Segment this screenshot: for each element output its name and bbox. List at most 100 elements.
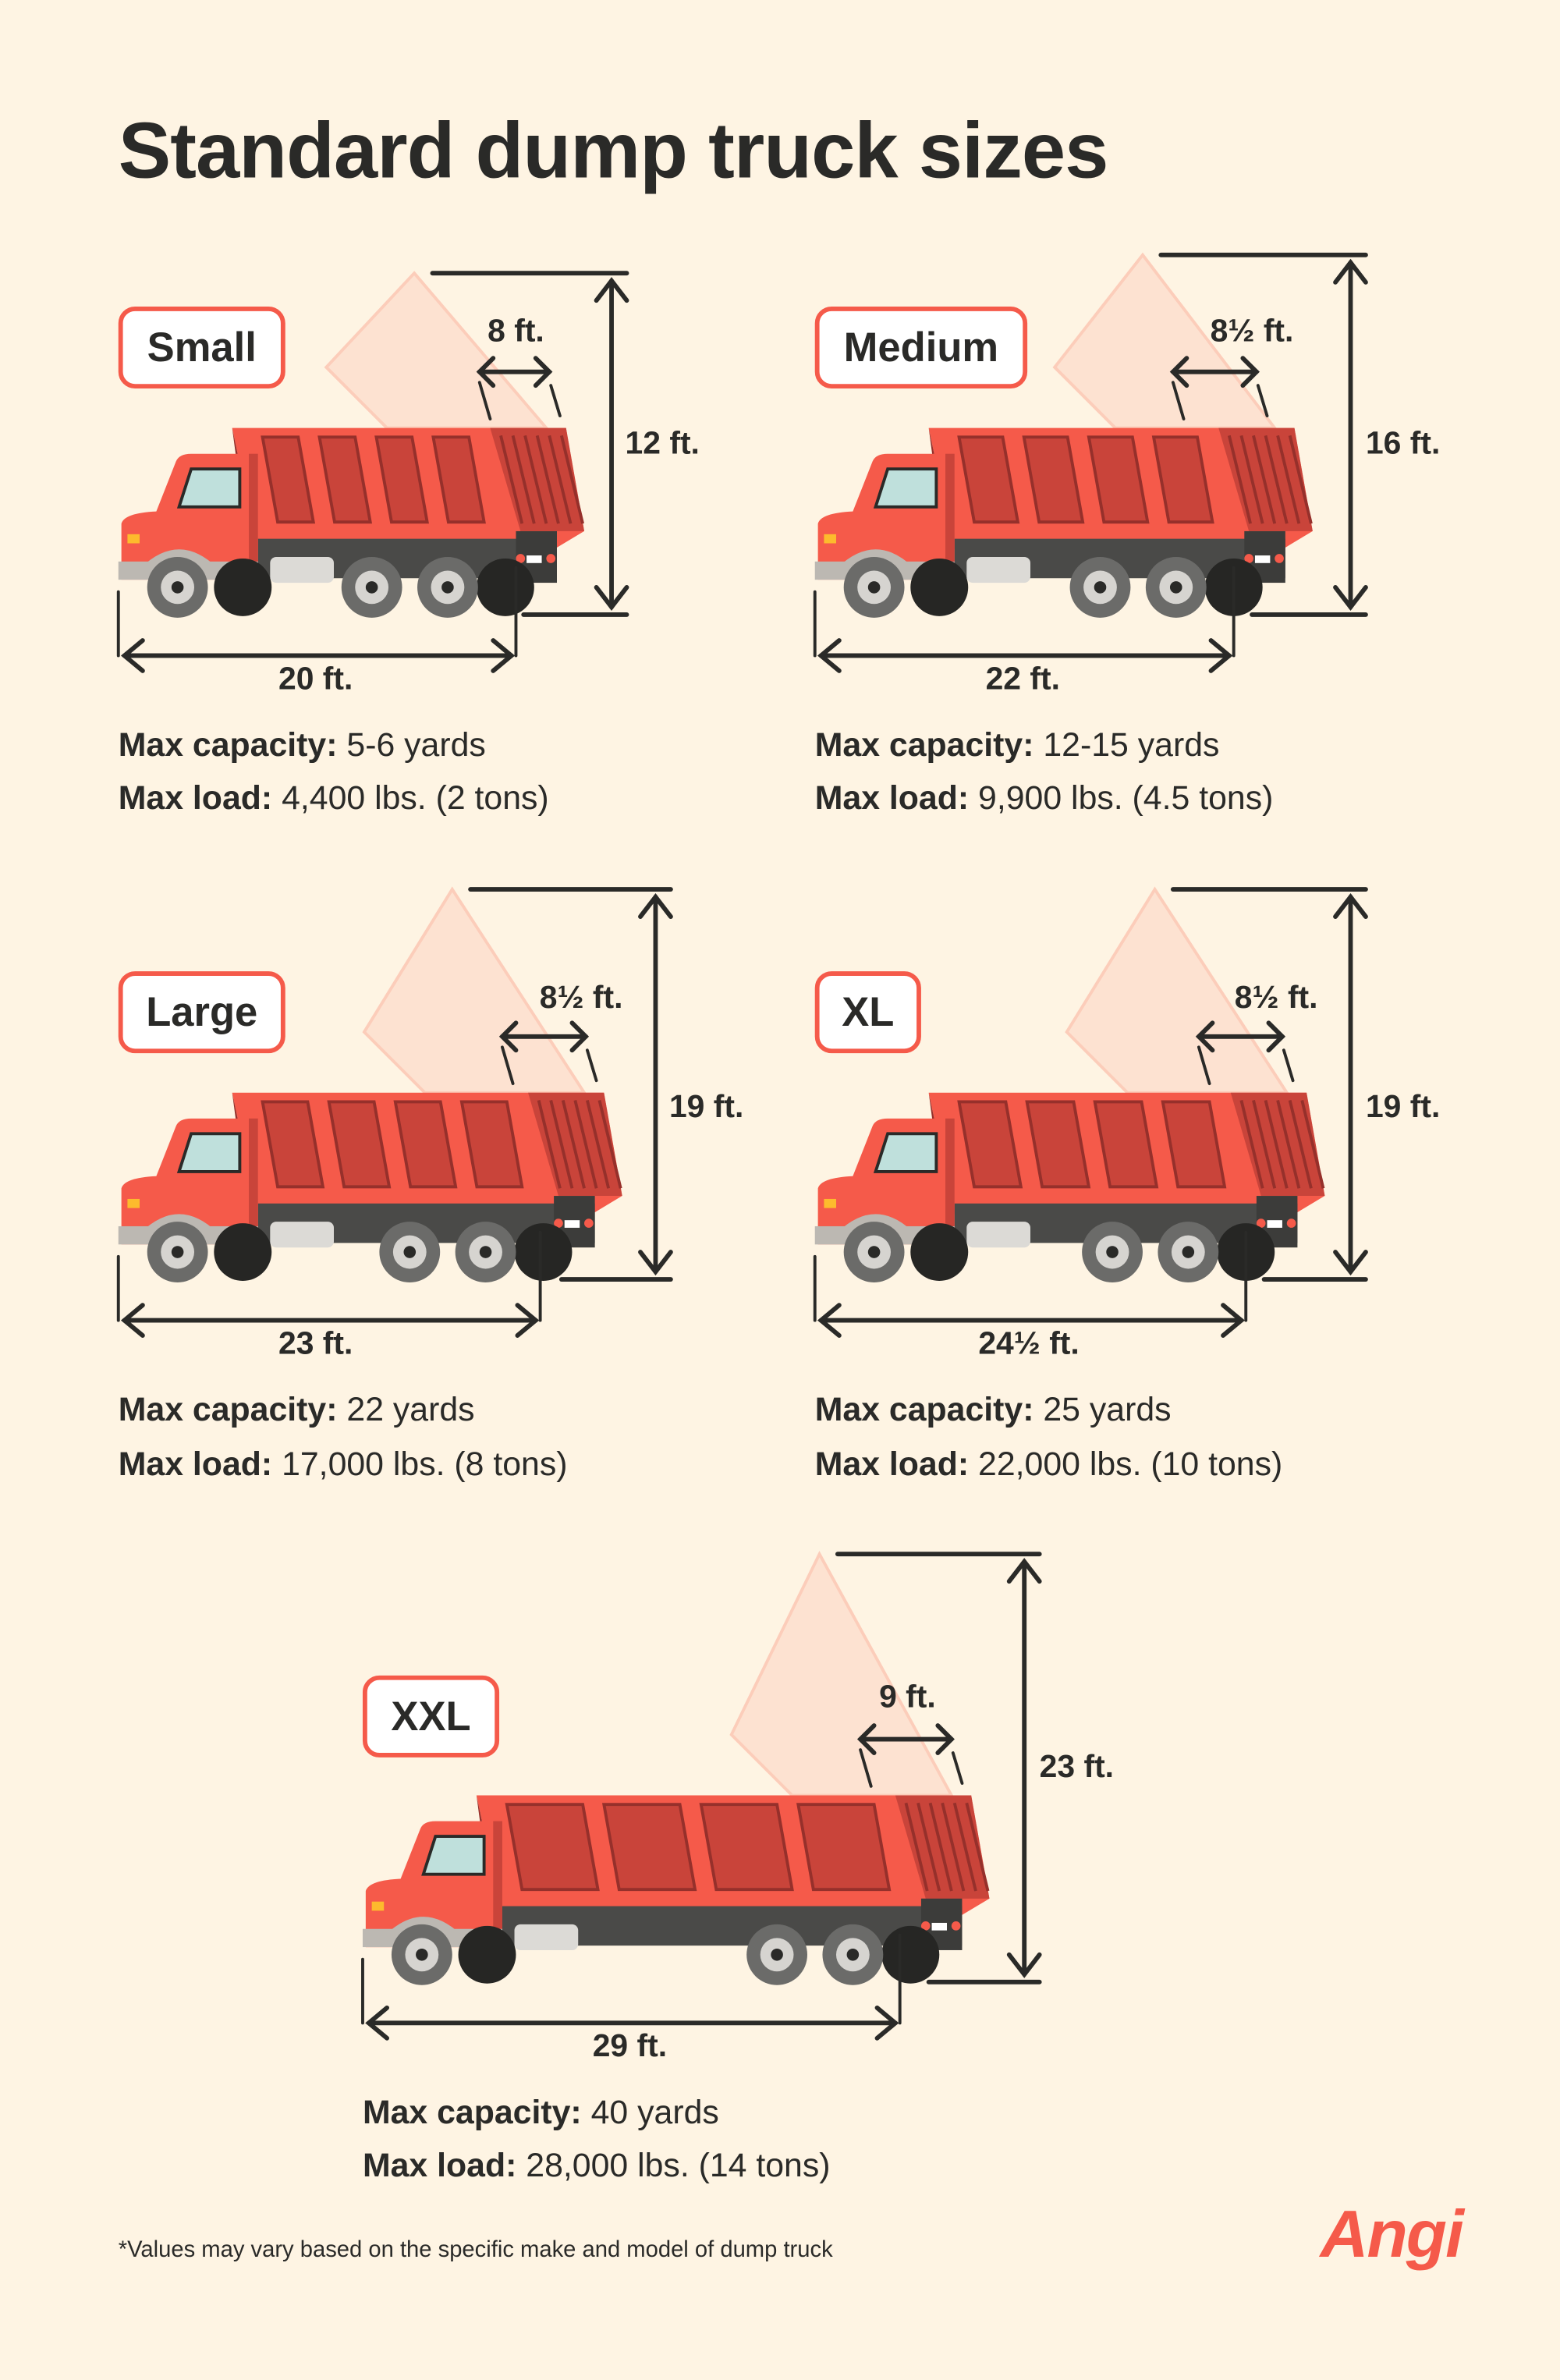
height-label-xxl: 23 ft.	[1039, 1750, 1115, 1785]
tailgate-rib	[559, 435, 584, 524]
arrowhead	[1208, 638, 1233, 673]
arrowhead	[569, 1020, 590, 1053]
arrowhead	[1221, 1303, 1245, 1338]
width-tick	[1282, 1048, 1295, 1083]
wheel-rear	[881, 1925, 940, 1984]
cab-edge	[945, 453, 955, 580]
height-label-medium: 16 ft.	[1365, 426, 1441, 462]
bed-panel	[431, 435, 486, 524]
wheel-center	[867, 581, 881, 594]
headlight	[824, 1198, 836, 1208]
rear-plate	[564, 1220, 580, 1228]
tailgate-rib	[1239, 435, 1264, 524]
wheel-center	[867, 1246, 881, 1258]
arrowhead	[856, 1723, 877, 1755]
tailgate-rib	[928, 1802, 953, 1892]
width-tick	[1197, 1045, 1211, 1086]
tail-light	[584, 1218, 594, 1228]
tail-light	[1275, 554, 1284, 563]
wheel-rear	[514, 1223, 573, 1282]
arrowhead	[1333, 1250, 1368, 1276]
badge-xl: XL	[814, 971, 921, 1054]
rear-plate	[931, 1922, 947, 1931]
width-label-large: 8½ ft.	[539, 980, 623, 1016]
width-tick	[859, 1748, 873, 1788]
length-label-small: 20 ft.	[278, 662, 353, 697]
tailgate-rib	[548, 435, 573, 524]
headlight	[824, 534, 836, 544]
page-title: Standard dump truck sizes	[118, 108, 1109, 196]
bed-panel	[393, 1100, 458, 1189]
cab-window	[176, 1132, 242, 1173]
tailgate-rib	[1288, 1100, 1313, 1189]
rear-plate	[1254, 555, 1271, 563]
tail-light	[554, 1218, 563, 1228]
tailgate-rib	[1264, 1100, 1289, 1189]
arrowhead	[1006, 1558, 1042, 1584]
capacity-small: Max capacity: 5-6 yards	[118, 725, 486, 764]
arrowhead	[515, 1303, 540, 1338]
wheel-center	[1094, 581, 1107, 594]
bed-panel	[1022, 435, 1085, 524]
wheel-rear	[476, 558, 534, 616]
arrowhead	[120, 638, 145, 673]
wheel-center	[365, 581, 378, 594]
tailgate-rib	[537, 1100, 562, 1189]
tailgate-rib	[561, 1100, 586, 1189]
headlight	[127, 1198, 140, 1208]
load-small: Max load: 4,400 lbs. (2 tons)	[118, 779, 549, 817]
bed-panel	[317, 435, 373, 524]
arrowhead	[594, 277, 629, 303]
cab-edge	[493, 1821, 502, 1948]
tailgate-rib	[1252, 435, 1277, 524]
rear-plate	[1267, 1220, 1282, 1228]
arrowhead	[1240, 356, 1260, 388]
arrowhead	[638, 1250, 673, 1276]
tail-light	[1286, 1218, 1296, 1228]
fuel-tank	[270, 556, 335, 583]
fuel-tank	[966, 1222, 1030, 1248]
capacity-xl: Max capacity: 25 yards	[814, 1390, 1172, 1428]
tailgate-rib	[597, 1100, 622, 1189]
bed-panel	[1025, 1100, 1091, 1189]
arrowhead	[1169, 356, 1190, 388]
length-label-xxl: 29 ft.	[592, 2029, 668, 2064]
truck-small	[116, 271, 629, 673]
arrowhead	[365, 2005, 390, 2041]
bed-panel	[505, 1803, 600, 1892]
wheel-center	[1182, 1246, 1195, 1258]
tailgate-rib	[535, 435, 560, 524]
arrowhead	[1266, 1020, 1286, 1053]
bed-panel	[327, 1100, 392, 1189]
truck-large	[116, 886, 673, 1338]
load-xl: Max load: 22,000 lbs. (10 tons)	[814, 1445, 1283, 1483]
cab-window	[873, 1132, 938, 1173]
arrowhead	[874, 2005, 899, 2041]
width-tick	[549, 384, 562, 418]
capacity-xxl: Max capacity: 40 yards	[362, 2092, 719, 2131]
cab-window	[176, 467, 242, 509]
tailgate-rib	[1264, 435, 1289, 524]
wheel-center	[416, 1949, 428, 1961]
wheel-center	[846, 1949, 860, 1961]
wheel-center	[1169, 581, 1182, 594]
bed-panel	[374, 435, 429, 524]
wheel-rear	[214, 1223, 272, 1282]
tail-light	[920, 1921, 931, 1931]
cab-window	[421, 1835, 486, 1876]
length-label-large: 23 ft.	[278, 1326, 353, 1362]
arrowhead	[498, 1020, 519, 1053]
arrowhead	[120, 1303, 145, 1338]
badge-xxl: XXL	[362, 1675, 500, 1758]
tailgate-rib	[586, 1100, 611, 1189]
bed-panel	[1161, 1100, 1227, 1189]
wheel-center	[171, 1246, 184, 1258]
width-tick	[585, 1048, 598, 1083]
wheel-center	[1106, 1246, 1119, 1258]
badge-large: Large	[118, 971, 285, 1054]
bed-panel	[796, 1803, 892, 1892]
bed-panel	[261, 435, 316, 524]
length-label-xl: 24½ ft.	[978, 1326, 1080, 1362]
tail-light	[1256, 1218, 1266, 1228]
